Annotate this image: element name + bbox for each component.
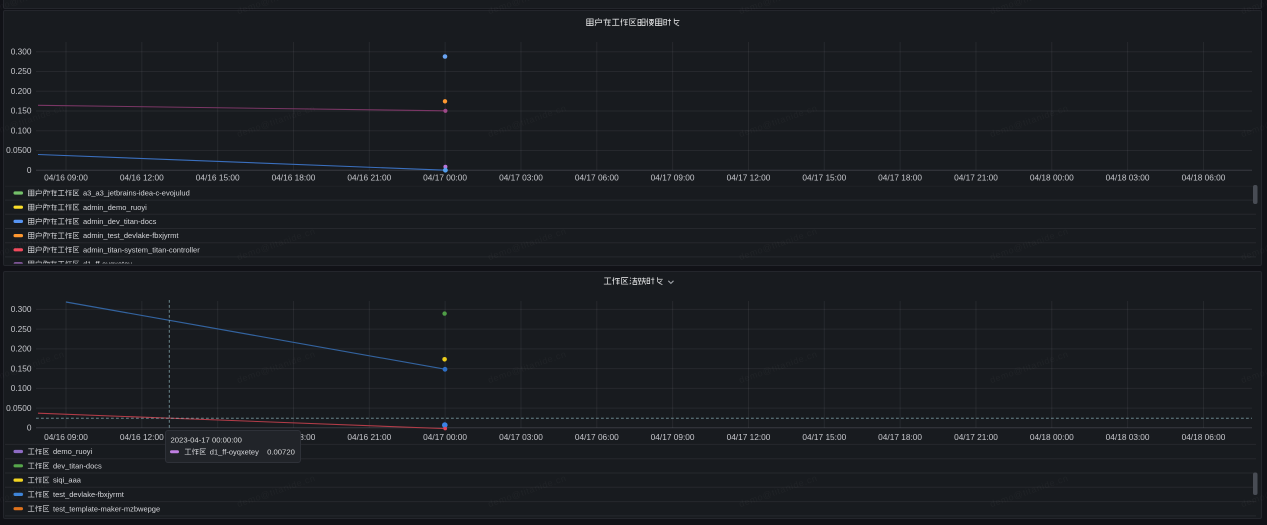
svg-text:04/16 21:00: 04/16 21:00 xyxy=(347,432,391,442)
svg-text:test_devlake-fbxjyrmt: test_devlake-fbxjyrmt xyxy=(53,490,125,499)
svg-text:a3_a3_jetbrains-idea-c-evojulu: a3_a3_jetbrains-idea-c-evojulud xyxy=(83,189,190,198)
svg-text:04/17 21:00: 04/17 21:00 xyxy=(954,172,998,182)
svg-text:04/17 12:00: 04/17 12:00 xyxy=(727,432,771,442)
svg-text:04/17 03:00: 04/17 03:00 xyxy=(499,172,543,182)
svg-text:04/17 03:00: 04/17 03:00 xyxy=(499,432,543,442)
svg-text:04/17 18:00: 04/17 18:00 xyxy=(878,432,922,442)
svg-text:04/18 06:00: 04/18 06:00 xyxy=(1182,172,1226,182)
svg-text:0.250: 0.250 xyxy=(11,324,32,334)
svg-text:04/16 15:00: 04/16 15:00 xyxy=(196,172,240,182)
svg-text:admin_demo_ruoyi: admin_demo_ruoyi xyxy=(83,203,147,212)
svg-text:04/17 00:00: 04/17 00:00 xyxy=(423,432,467,442)
svg-text:0.200: 0.200 xyxy=(11,86,32,96)
svg-text:04/16 12:00: 04/16 12:00 xyxy=(120,432,164,442)
svg-text:test_template-maker-mzbwepge: test_template-maker-mzbwepge xyxy=(53,504,160,513)
svg-text:04/17 15:00: 04/17 15:00 xyxy=(802,172,846,182)
svg-text:04/17 06:00: 04/17 06:00 xyxy=(575,432,619,442)
svg-text:0.100: 0.100 xyxy=(11,125,32,135)
svg-text:dev_titan-docs: dev_titan-docs xyxy=(53,461,102,470)
svg-text:2023-04-17 00:00:00: 2023-04-17 00:00:00 xyxy=(171,435,242,444)
svg-text:04/18 03:00: 04/18 03:00 xyxy=(1106,172,1150,182)
svg-text:0.150: 0.150 xyxy=(11,106,32,116)
svg-text:0.150: 0.150 xyxy=(11,363,32,373)
svg-text:0.0500: 0.0500 xyxy=(6,145,32,155)
svg-text:d1_ff-oyqxetey: d1_ff-oyqxetey xyxy=(210,447,259,456)
svg-text:04/17 09:00: 04/17 09:00 xyxy=(651,172,695,182)
svg-text:0.00720: 0.00720 xyxy=(267,447,295,456)
svg-text:0: 0 xyxy=(27,423,32,433)
svg-text:admin_dev_titan-docs: admin_dev_titan-docs xyxy=(83,217,157,226)
svg-text:04/16 12:00: 04/16 12:00 xyxy=(120,172,164,182)
svg-text:04/16 18:00: 04/16 18:00 xyxy=(272,172,316,182)
svg-text:04/17 06:00: 04/17 06:00 xyxy=(575,172,619,182)
svg-text:0.200: 0.200 xyxy=(11,344,32,354)
svg-text:04/17 15:00: 04/17 15:00 xyxy=(802,432,846,442)
svg-text:0.250: 0.250 xyxy=(11,66,32,76)
svg-text:0.300: 0.300 xyxy=(11,304,32,314)
svg-text:04/16 09:00: 04/16 09:00 xyxy=(44,172,88,182)
svg-text:0: 0 xyxy=(27,165,32,175)
svg-text:0.100: 0.100 xyxy=(11,383,32,393)
svg-text:siqi_aaa: siqi_aaa xyxy=(53,476,82,485)
svg-text:d1_ff-oyqxetey: d1_ff-oyqxetey xyxy=(83,260,132,265)
svg-text:04/18 06:00: 04/18 06:00 xyxy=(1182,432,1226,442)
svg-text:0.0500: 0.0500 xyxy=(6,403,32,413)
svg-text:04/17 21:00: 04/17 21:00 xyxy=(954,432,998,442)
svg-text:04/17 09:00: 04/17 09:00 xyxy=(651,432,695,442)
svg-text:04/18 00:00: 04/18 00:00 xyxy=(1030,172,1074,182)
svg-text:04/18 00:00: 04/18 00:00 xyxy=(1030,432,1074,442)
svg-text:04/17 12:00: 04/17 12:00 xyxy=(727,172,771,182)
svg-text:demo_ruoyi: demo_ruoyi xyxy=(53,447,93,456)
svg-text:04/16 09:00: 04/16 09:00 xyxy=(44,432,88,442)
svg-text:04/17 00:00: 04/17 00:00 xyxy=(423,172,467,182)
svg-text:admin_test_devlake-fbxjyrmt: admin_test_devlake-fbxjyrmt xyxy=(83,231,179,240)
svg-text:04/16 21:00: 04/16 21:00 xyxy=(347,172,391,182)
svg-text:04/17 18:00: 04/17 18:00 xyxy=(878,172,922,182)
svg-text:04/18 03:00: 04/18 03:00 xyxy=(1106,432,1150,442)
svg-text:0.300: 0.300 xyxy=(11,46,32,56)
svg-text:admin_titan-system_titan-contr: admin_titan-system_titan-controller xyxy=(83,245,200,254)
